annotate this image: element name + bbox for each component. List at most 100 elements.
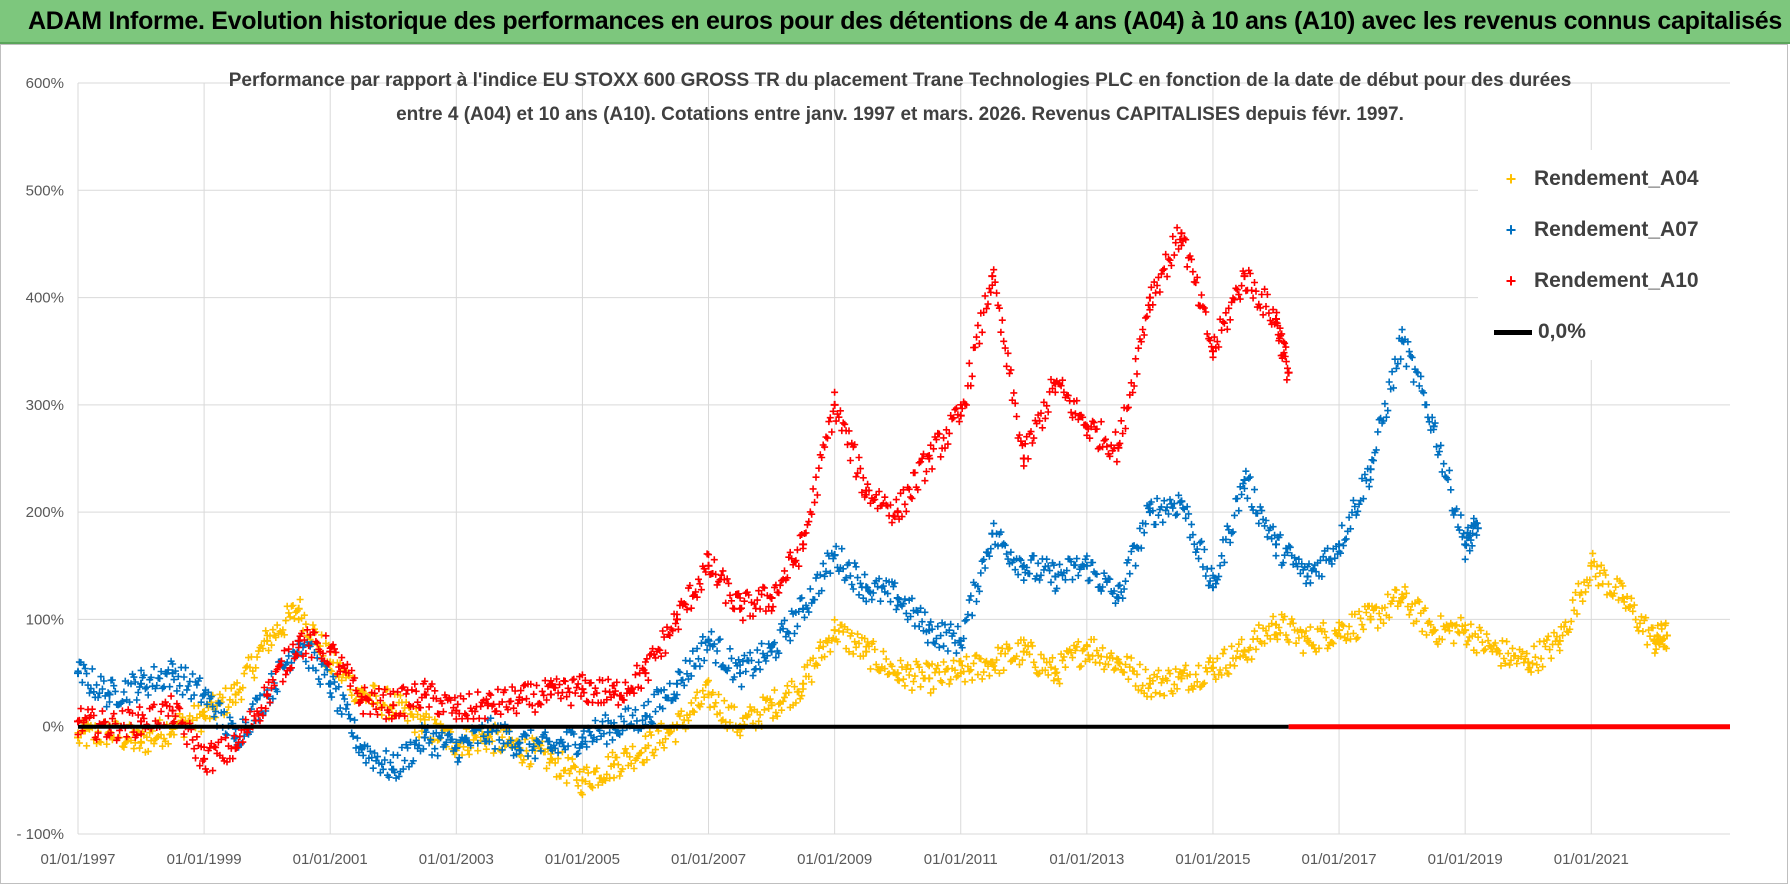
series-a07-point bbox=[1473, 524, 1482, 533]
series-a04-point bbox=[1650, 636, 1659, 645]
series-a10-point bbox=[168, 706, 177, 715]
series-a04-point bbox=[925, 674, 934, 683]
x-tick-label: 01/01/2007 bbox=[671, 851, 746, 868]
x-tick-label: 01/01/1997 bbox=[40, 851, 115, 868]
series-a07-point bbox=[1051, 572, 1060, 581]
series-a10-point bbox=[1272, 315, 1281, 324]
y-tick-label: 100% bbox=[26, 611, 64, 628]
series-a07-point bbox=[452, 744, 461, 753]
series-a10-point bbox=[420, 690, 429, 699]
series-a07-point bbox=[389, 765, 398, 774]
y-tick-label: 600% bbox=[26, 75, 64, 92]
series-a10-point bbox=[1114, 443, 1123, 452]
series-a04-point bbox=[263, 636, 272, 645]
x-tick-label: 01/01/2011 bbox=[924, 851, 998, 868]
series-a07-point bbox=[200, 690, 209, 699]
series-a10-point bbox=[137, 717, 146, 726]
series-a07-point bbox=[862, 583, 871, 592]
series-a10-point bbox=[483, 701, 492, 710]
series-a07-point bbox=[105, 690, 114, 699]
series-a07-point bbox=[1145, 508, 1154, 517]
chart-frame bbox=[0, 44, 1788, 884]
series-a04-point bbox=[546, 754, 555, 763]
y-tick-label: 500% bbox=[26, 182, 64, 199]
series-a04-point bbox=[578, 776, 587, 785]
x-tick-label: 01/01/2009 bbox=[797, 851, 872, 868]
series-a10-point bbox=[830, 400, 839, 409]
series-a04-point bbox=[1145, 679, 1154, 688]
chart-title-line2: entre 4 (A04) et 10 ans (A10). Cotations… bbox=[396, 104, 1404, 125]
series-a10-point bbox=[1240, 272, 1249, 281]
series-a04-point bbox=[200, 711, 209, 720]
series-a04-point bbox=[1303, 636, 1312, 645]
title-banner: ADAM Informe. Evolution historique des p… bbox=[0, 0, 1790, 44]
series-a10-point bbox=[799, 540, 808, 549]
series-a04-point bbox=[1587, 561, 1596, 570]
series-a07-point bbox=[1366, 465, 1375, 474]
legend-label-a10: Rendement_A10 bbox=[1534, 269, 1699, 292]
series-a04-point bbox=[1524, 658, 1533, 667]
chart-title-line1: Performance par rapport à l'indice EU ST… bbox=[228, 70, 1572, 91]
series-a10-point bbox=[988, 272, 997, 281]
series-a04-point bbox=[1492, 647, 1501, 656]
series-a04-point bbox=[799, 679, 808, 688]
series-a10-point bbox=[452, 706, 461, 715]
x-tick-label: 01/01/2019 bbox=[1428, 851, 1503, 868]
series-a04-point bbox=[1366, 615, 1375, 624]
series-a07-point bbox=[483, 728, 492, 737]
series-a07-point bbox=[1272, 540, 1281, 549]
series-a10-point bbox=[704, 561, 713, 570]
y-tick-label: 0% bbox=[42, 719, 64, 736]
series-a10-point bbox=[1051, 379, 1060, 388]
series-a10-point bbox=[1208, 347, 1217, 356]
series-a04-point bbox=[1208, 663, 1217, 672]
x-tick-label: 01/01/2017 bbox=[1302, 851, 1377, 868]
series-a10-point bbox=[641, 669, 650, 678]
series-a04-point bbox=[862, 647, 871, 656]
series-a07-point bbox=[168, 669, 177, 678]
series-a10-point bbox=[326, 647, 335, 656]
series-a04-point bbox=[1618, 593, 1627, 602]
series-a10-point bbox=[736, 604, 745, 613]
legend-label-a07: Rendement_A07 bbox=[1534, 218, 1699, 241]
series-a04-point bbox=[830, 626, 839, 635]
legend-item-zero: 0,0% bbox=[1494, 317, 1586, 347]
series-a10-point bbox=[862, 486, 871, 495]
series-a04-point bbox=[893, 669, 902, 678]
series-a07-point bbox=[1019, 561, 1028, 570]
series-a10-point bbox=[357, 695, 366, 704]
series-a10-point bbox=[1019, 454, 1028, 463]
series-a07-point bbox=[767, 647, 776, 656]
series-a07-point bbox=[736, 669, 745, 678]
series-a07-point bbox=[420, 733, 429, 742]
series-a04-point bbox=[231, 690, 240, 699]
series-a07-point bbox=[74, 669, 82, 678]
series-a07-point bbox=[893, 593, 902, 602]
x-tick-label: 01/01/2005 bbox=[545, 851, 620, 868]
series-a07-point bbox=[1429, 422, 1438, 431]
series-a04-point bbox=[641, 744, 650, 753]
series-a04-points bbox=[74, 549, 1670, 799]
legend-marker-a04: + bbox=[1505, 168, 1517, 189]
y-tick-label: 200% bbox=[26, 504, 64, 521]
series-a10-point bbox=[925, 454, 934, 463]
series-a04-point bbox=[1114, 658, 1123, 667]
x-tick-label: 01/01/2013 bbox=[1049, 851, 1124, 868]
series-a07-point bbox=[357, 744, 366, 753]
series-a04-point bbox=[1019, 647, 1028, 656]
series-a10-point bbox=[546, 690, 555, 699]
series-a07-point bbox=[1208, 583, 1217, 592]
y-tick-label: 300% bbox=[26, 397, 64, 414]
series-a07-point bbox=[1082, 561, 1091, 570]
series-a10-point bbox=[515, 695, 524, 704]
chart-legend: + Rendement_A04 + Rendement_A07 + Rendem… bbox=[1478, 150, 1738, 360]
legend-label-a04: Rendement_A04 bbox=[1534, 167, 1699, 190]
series-a07-point bbox=[830, 551, 839, 560]
series-a07-point bbox=[799, 604, 808, 613]
series-a07-point bbox=[515, 738, 524, 747]
series-a07-point bbox=[578, 733, 587, 742]
series-a10-point bbox=[673, 615, 682, 624]
series-a10-point bbox=[609, 690, 618, 699]
series-a10-point bbox=[231, 744, 240, 753]
